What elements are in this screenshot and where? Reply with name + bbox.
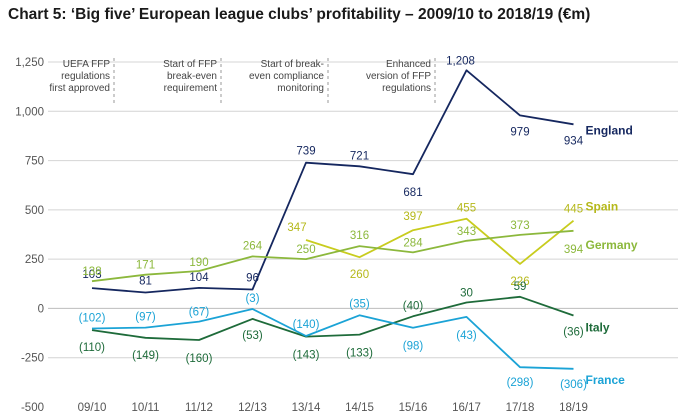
series-line-england	[91, 69, 574, 294]
series-name-spain: Spain	[586, 200, 619, 214]
y-tick-label: -250	[21, 353, 44, 365]
series-name-labels: England Spain Germany Italy France	[586, 123, 638, 386]
data-label-spain: 347	[287, 222, 306, 234]
annotation-text: UEFA FFP	[63, 59, 111, 70]
data-label-england: 721	[350, 150, 369, 162]
x-tick-label: 18/19	[559, 402, 588, 414]
series-name-italy: Italy	[586, 321, 610, 335]
data-label-germany: 138	[82, 266, 101, 278]
data-label-england: 681	[403, 187, 422, 199]
data-label-germany: 171	[136, 260, 155, 272]
data-label-france: (3)	[245, 293, 259, 305]
y-tick-label: -500	[21, 402, 44, 414]
y-axis-ticks: -500 -250 0 250 500 750 1,000 1,250	[15, 57, 44, 414]
x-axis-ticks: 09/10 10/11 11/12 12/13 13/14 14/15 15/16 16/17…	[78, 402, 588, 414]
annotation-text: requirement	[164, 83, 218, 94]
data-label-france: (43)	[456, 330, 477, 342]
data-label-france: (306)	[560, 379, 587, 391]
annotation-text: version of FFP	[366, 71, 431, 82]
x-tick-label: 11/12	[185, 402, 213, 414]
data-label-england: 934	[564, 135, 584, 147]
data-label-germany: 316	[350, 230, 369, 242]
x-tick-label: 12/13	[238, 402, 267, 414]
gridlines	[48, 61, 678, 359]
data-label-spain: 455	[457, 203, 476, 215]
series-name-germany: Germany	[586, 238, 638, 252]
series-line-germany	[91, 229, 574, 283]
data-label-germany: 373	[510, 220, 529, 232]
data-label-germany: 250	[296, 244, 315, 256]
series-name-england: England	[586, 123, 633, 137]
x-tick-label: 10/11	[132, 402, 160, 414]
data-label-italy: (143)	[293, 350, 320, 362]
data-label-france: (140)	[293, 319, 320, 331]
data-label-italy: 59	[514, 281, 527, 293]
data-label-england: 81	[139, 275, 152, 287]
x-tick-label: 16/17	[452, 402, 481, 414]
y-tick-label: 0	[38, 303, 44, 315]
data-label-england: 1,208	[446, 55, 475, 67]
series-line-italy	[91, 295, 574, 341]
data-label-france: (98)	[403, 341, 424, 353]
data-label-france: (35)	[349, 298, 370, 310]
data-label-england: 104	[189, 272, 209, 284]
y-tick-label: 250	[25, 254, 44, 266]
data-label-england: 979	[510, 126, 529, 138]
series-lines	[91, 69, 575, 370]
data-labels: 103 81 104 96 739 721 681 1,208 979 934 347 260 397 4…	[79, 55, 588, 390]
data-label-italy: (149)	[132, 350, 159, 362]
annotation-text: even compliance	[249, 71, 324, 82]
data-label-england: 739	[296, 146, 315, 158]
y-tick-label: 1,250	[15, 57, 44, 69]
data-label-germany: 343	[457, 226, 476, 238]
data-label-england: 96	[246, 273, 259, 285]
annotation-text: monitoring	[277, 83, 324, 94]
data-label-italy: (53)	[242, 330, 263, 342]
data-label-germany: 394	[564, 244, 584, 256]
series-line-spain	[305, 217, 575, 265]
data-label-italy: (36)	[563, 327, 584, 339]
y-tick-label: 750	[25, 156, 44, 168]
x-tick-label: 17/18	[506, 402, 535, 414]
annotation-text: Start of FFP	[163, 59, 217, 70]
data-label-germany: 284	[403, 237, 423, 249]
data-label-italy: (160)	[186, 353, 213, 365]
x-tick-label: 13/14	[292, 402, 321, 414]
data-label-england: 103	[82, 269, 101, 281]
data-label-france: (67)	[189, 307, 210, 319]
data-label-italy: (110)	[79, 342, 105, 354]
data-label-spain: 445	[564, 204, 583, 216]
annotation-text: Start of break-	[261, 59, 324, 70]
x-tick-label: 09/10	[78, 402, 107, 414]
y-tick-label: 500	[25, 205, 44, 217]
x-tick-label: 14/15	[345, 402, 374, 414]
data-label-germany: 264	[243, 240, 263, 252]
series-name-france: France	[586, 373, 626, 387]
data-label-france: (97)	[135, 312, 156, 324]
chart-title: Chart 5: ‘Big five’ European league club…	[8, 6, 591, 23]
data-label-france: (102)	[79, 313, 106, 325]
annotation-text: break-even	[167, 71, 217, 82]
data-label-germany: 190	[189, 257, 208, 269]
data-label-spain: 397	[403, 211, 422, 223]
x-tick-label: 15/16	[399, 402, 428, 414]
data-label-italy: (133)	[346, 348, 373, 360]
series-line-france	[91, 308, 574, 370]
annotation-text: first approved	[49, 83, 110, 94]
data-label-spain: 226	[510, 276, 529, 288]
data-label-spain: 260	[350, 269, 369, 281]
data-label-france: (298)	[507, 377, 534, 389]
data-label-italy: (40)	[403, 300, 424, 312]
y-tick-label: 1,000	[15, 106, 44, 118]
data-label-italy: 30	[460, 288, 473, 300]
annotation-text: regulations	[382, 83, 431, 94]
annotation-text: regulations	[61, 71, 110, 82]
annotation-text: Enhanced	[386, 59, 431, 70]
